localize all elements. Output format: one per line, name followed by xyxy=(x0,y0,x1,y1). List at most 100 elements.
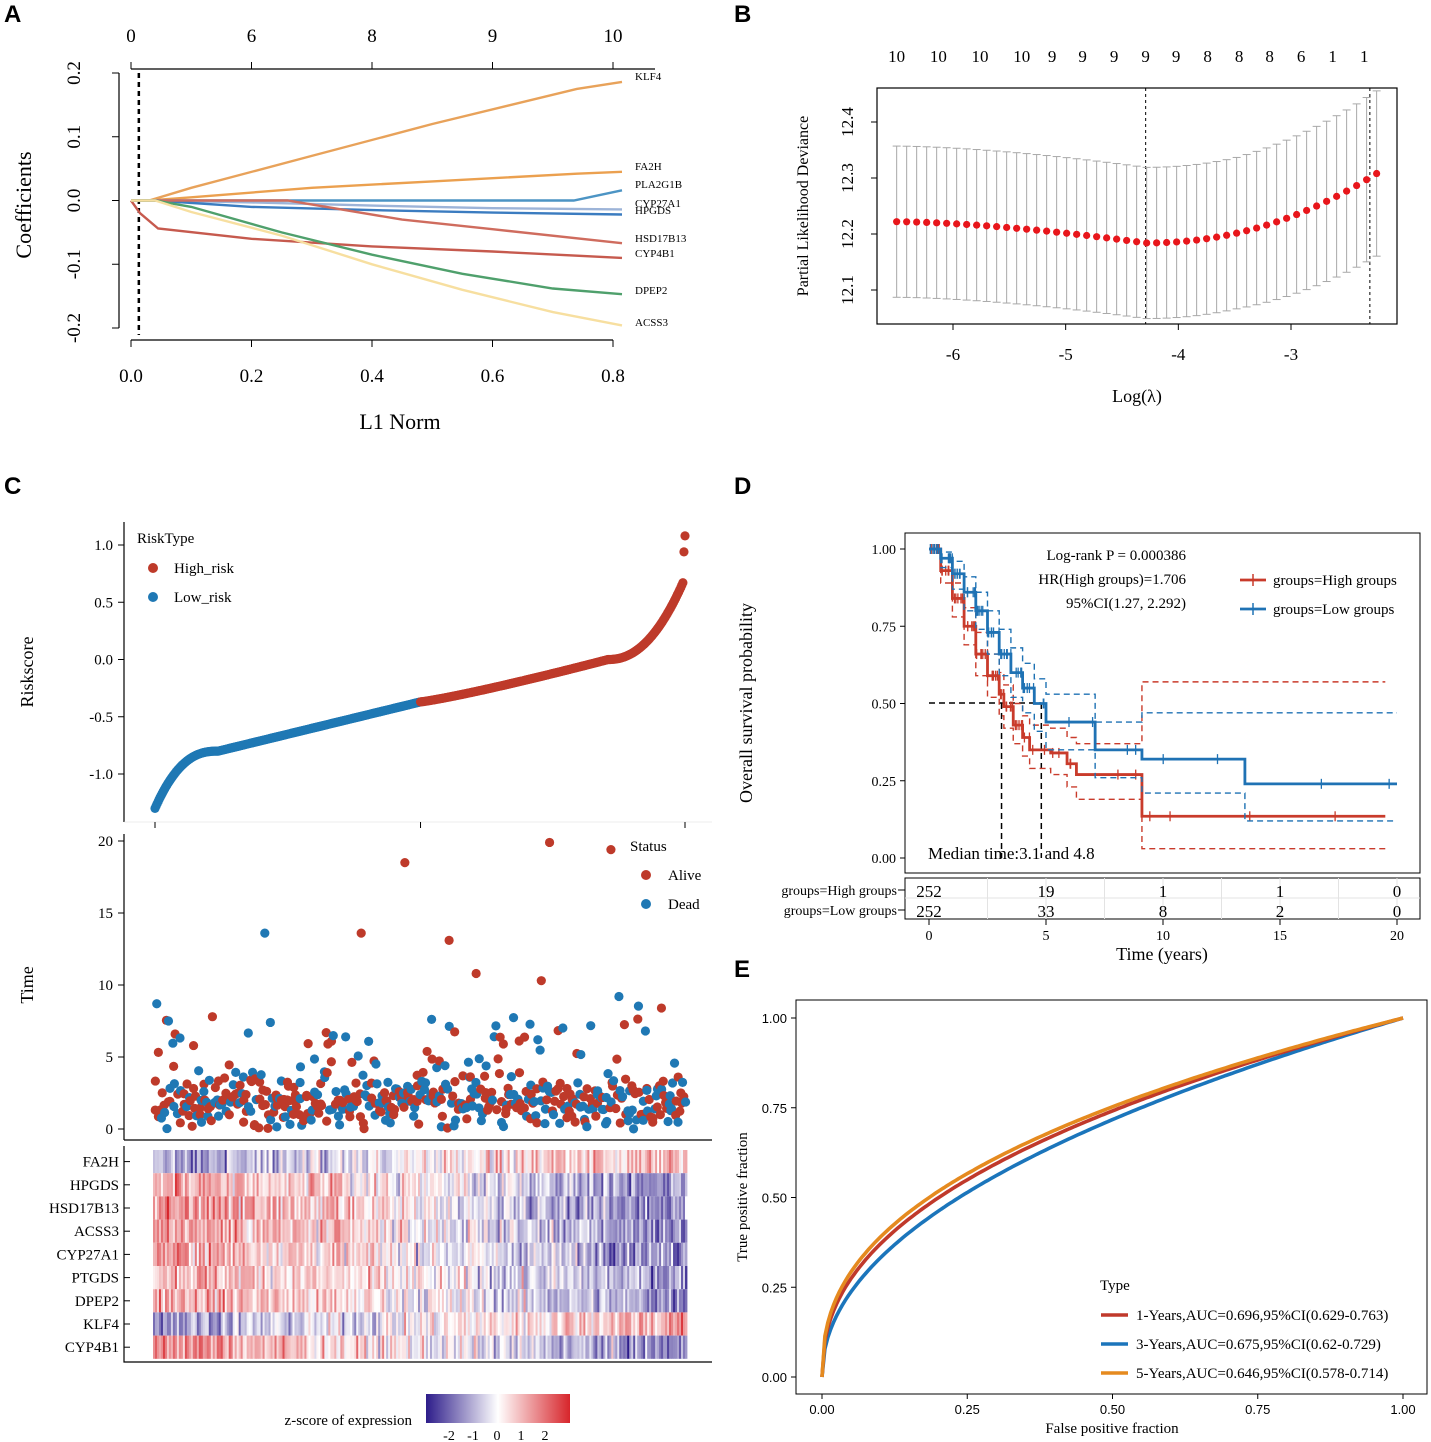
heatmap-cell xyxy=(246,1242,250,1266)
heatmap-cell xyxy=(390,1219,393,1243)
heatmap-cell xyxy=(483,1312,487,1336)
heatmap-cell xyxy=(334,1289,337,1313)
heatmap-cell xyxy=(230,1312,234,1336)
heatmap-cell xyxy=(495,1289,499,1313)
heatmap-cell xyxy=(362,1266,365,1290)
heatmap-cell xyxy=(499,1312,503,1336)
heatmap-cell xyxy=(354,1289,357,1313)
heatmap-cell xyxy=(645,1266,648,1290)
heatmap-cell xyxy=(479,1266,483,1290)
heatmap-cell xyxy=(643,1335,646,1359)
heatmap-cell xyxy=(296,1266,299,1290)
heatmap-cell xyxy=(268,1150,271,1174)
x-tick-label: 15 xyxy=(1273,929,1287,944)
heatmap-cell xyxy=(609,1196,612,1220)
heatmap-cell xyxy=(404,1312,407,1336)
heatmap-cell xyxy=(497,1150,501,1174)
heatmap-cell xyxy=(216,1289,220,1313)
heatmap-cell xyxy=(525,1219,528,1243)
heatmap-cell xyxy=(449,1312,453,1336)
heatmap-cell xyxy=(198,1289,202,1313)
time-point xyxy=(498,1039,508,1049)
heatmap-cell xyxy=(206,1312,210,1336)
heatmap-cell xyxy=(437,1173,441,1197)
heatmap-cell xyxy=(394,1312,397,1336)
risk-table-row-label: groups=High groups xyxy=(781,884,897,899)
heatmap-row-hsd17b13 xyxy=(153,1196,688,1220)
heatmap-cell xyxy=(591,1335,594,1359)
heatmap-cell xyxy=(386,1242,389,1266)
heatmap-cell xyxy=(386,1289,389,1313)
heatmap-cell xyxy=(332,1312,335,1336)
heatmap-cell xyxy=(198,1173,202,1197)
heatmap-cell xyxy=(539,1266,542,1290)
heatmap-cell xyxy=(414,1289,417,1313)
roc-legend-label: 5-Years,AUC=0.646,95%CI(0.578-0.714) xyxy=(1136,1366,1388,1382)
heatmap-cell xyxy=(599,1173,602,1197)
heatmap-cell xyxy=(595,1219,598,1243)
time-point xyxy=(389,1104,400,1115)
heatmap-cell xyxy=(667,1150,670,1174)
heatmap-cell xyxy=(156,1289,160,1313)
heatmap-cell xyxy=(553,1266,556,1290)
heatmap-cell xyxy=(190,1219,194,1243)
heatmap-cell xyxy=(204,1173,208,1197)
heatmap-cell xyxy=(360,1150,363,1174)
time-point xyxy=(195,1103,205,1113)
heatmap-cell xyxy=(471,1219,475,1243)
heatmap-cell xyxy=(429,1335,433,1359)
heatmap-cell xyxy=(206,1266,210,1290)
heatmap-cell xyxy=(549,1289,552,1313)
heatmap-cell xyxy=(493,1335,497,1359)
heatmap-cell xyxy=(603,1173,606,1197)
heatmap-cell xyxy=(541,1150,544,1174)
heatmap-cell xyxy=(453,1289,457,1313)
heatmap-cell xyxy=(322,1196,325,1220)
heatmap-cell xyxy=(547,1312,550,1336)
heatmap-cell xyxy=(208,1266,212,1290)
heatmap-cell xyxy=(328,1335,331,1359)
heatmap-cell xyxy=(378,1196,381,1220)
heatmap-cell xyxy=(222,1335,226,1359)
heatmap-cell xyxy=(336,1266,339,1290)
heatmap-cell xyxy=(635,1335,638,1359)
heatmap-cell xyxy=(394,1196,397,1220)
heatmap-cell xyxy=(252,1335,256,1359)
heatmap-cell xyxy=(340,1266,343,1290)
heatmap-cell xyxy=(421,1312,425,1336)
heatmap-cell xyxy=(416,1196,419,1220)
heatmap-cell xyxy=(380,1150,383,1174)
heatmap-cell xyxy=(372,1219,375,1243)
time-point xyxy=(665,1091,675,1101)
heatmap-cell xyxy=(412,1219,415,1243)
heatmap-cell xyxy=(256,1266,259,1290)
coef-label-cyp27a1: CYP27A1 xyxy=(635,198,681,210)
heatmap-cell xyxy=(332,1289,335,1313)
heatmap-cell xyxy=(427,1312,431,1336)
heatmap-cell xyxy=(220,1312,224,1336)
heatmap-cell xyxy=(673,1242,676,1266)
heatmap-cell xyxy=(669,1266,672,1290)
heatmap-cell xyxy=(607,1266,610,1290)
heatmap-cell xyxy=(382,1335,385,1359)
time-point xyxy=(471,1077,481,1088)
heatmap-cell xyxy=(208,1335,212,1359)
heatmap-cell xyxy=(643,1242,646,1266)
heatmap-cell xyxy=(599,1196,602,1220)
heatmap-cell xyxy=(188,1196,192,1220)
heatmap-cell xyxy=(386,1219,389,1243)
risk-legend-label: Low_risk xyxy=(174,590,232,606)
heatmap-cell xyxy=(509,1150,513,1174)
heatmap-cell xyxy=(410,1289,413,1313)
heatmap-cell xyxy=(244,1289,248,1313)
heatmap-cell xyxy=(176,1312,180,1336)
heatmap-cell xyxy=(525,1196,528,1220)
heatmap-cell xyxy=(408,1173,411,1197)
heatmap-cell xyxy=(168,1242,172,1266)
status-legend-title: Status xyxy=(630,839,667,855)
heatmap-cell xyxy=(577,1312,580,1336)
heatmap-cell xyxy=(382,1150,385,1174)
heatmap-cell xyxy=(358,1335,361,1359)
heatmap-cell xyxy=(246,1312,250,1336)
heatmap-cell xyxy=(410,1335,413,1359)
